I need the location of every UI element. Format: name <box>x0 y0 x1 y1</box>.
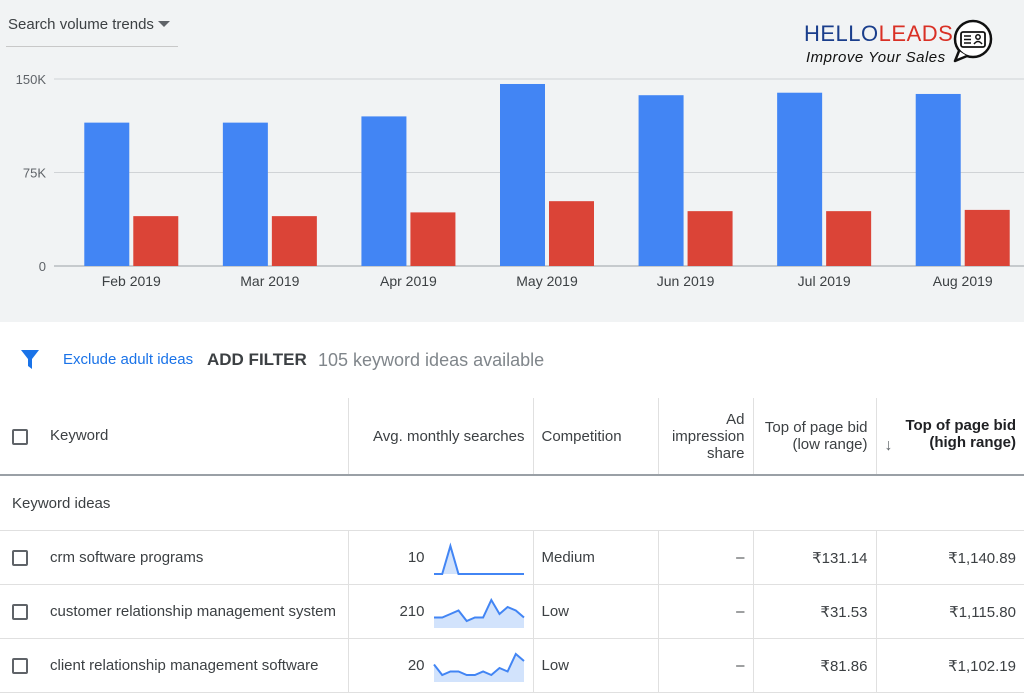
keyword-cell: customer relationship management system <box>0 584 349 639</box>
avg-searches-cell: 20 <box>348 638 534 693</box>
table-row[interactable]: crm software programs 10 Medium – ₹131.1… <box>0 530 1024 585</box>
x-tick-label: Apr 2019 <box>380 273 437 289</box>
keyword-text: crm software programs <box>50 548 204 566</box>
competition-cell: Low <box>533 584 659 639</box>
logo-brand-part1: HELLO <box>804 21 879 46</box>
select-all-checkbox[interactable] <box>12 428 28 445</box>
search-volume-bar-chart: 0 75K 150K Feb 2019 Mar 2019 Apr 2019 May 2019… <box>16 72 1024 289</box>
avg-searches-cell: 210 <box>348 584 534 639</box>
competition-cell: Low <box>533 638 659 693</box>
group-row: Keyword ideas <box>0 475 1024 531</box>
keyword-ideas-count: 105 keyword ideas available <box>318 350 545 370</box>
filter-bar: Exclude adult ideas ADD FILTER 105 keywo… <box>0 322 1024 398</box>
bar <box>500 83 545 266</box>
top-of-page-bid-high-column-header[interactable]: ↓ Top of page bid (high range) <box>876 398 1024 475</box>
exclude-adult-ideas-link[interactable]: Exclude adult ideas <box>63 351 194 368</box>
row-checkbox[interactable] <box>12 604 28 621</box>
logo-brand-part2: LEADS <box>878 21 954 46</box>
bar <box>964 209 1010 266</box>
avg-searches-value: 10 <box>407 549 425 566</box>
low-bid-cell: ₹131.14 <box>753 530 877 585</box>
y-tick-label: 150K <box>16 72 47 87</box>
low-bid-cell: ₹31.53 <box>753 584 877 639</box>
chevron-down-icon <box>158 21 170 27</box>
keyword-ideas-table: Keyword Avg. monthly searches Competitio… <box>0 398 1024 693</box>
sort-descending-icon[interactable]: ↓ <box>884 437 893 454</box>
bar <box>222 122 268 266</box>
high-bid-cell: ₹1,102.19 <box>948 657 1016 675</box>
ad-impression-share-column-header[interactable]: Ad impression share <box>658 398 754 475</box>
x-tick-label: May 2019 <box>516 273 578 289</box>
trend-selector-label: Search volume trends <box>8 16 154 33</box>
sparkline-area <box>433 545 524 574</box>
table-row[interactable]: client relationship management software … <box>0 638 1024 693</box>
bar <box>84 122 130 266</box>
trend-sparkline <box>433 597 525 628</box>
high-bid-cell: ₹1,140.89 <box>948 549 1016 567</box>
row-checkbox[interactable] <box>12 550 28 567</box>
contact-card-chat-icon <box>953 19 993 63</box>
search-volume-chart-panel: Search volume trends HELLOLEADS Improve … <box>0 0 1024 322</box>
bar <box>410 212 456 266</box>
trend-sparkline <box>432 651 525 682</box>
sparkline-area <box>433 653 524 682</box>
y-tick-label: 75K <box>23 166 46 181</box>
logo-tagline: Improve Your Sales <box>806 49 946 66</box>
avg-searches-value: 210 <box>399 603 425 620</box>
avg-searches-value: 20 <box>407 657 425 674</box>
bar <box>271 216 317 266</box>
sparkline-line <box>433 541 524 575</box>
bar <box>777 92 823 266</box>
filter-icon[interactable] <box>20 349 40 371</box>
bar <box>826 211 872 266</box>
keyword-cell: crm software programs <box>0 530 349 585</box>
keyword-text: client relationship management software <box>50 656 319 674</box>
bar <box>549 201 594 266</box>
logo-brand: HELLOLEADS <box>804 21 953 47</box>
low-bid-cell: ₹81.86 <box>753 638 877 693</box>
keyword-cell: client relationship management software <box>0 638 349 693</box>
bar <box>638 95 684 266</box>
high-bid-cell: ₹1,115.80 <box>949 603 1016 621</box>
bar <box>915 93 961 267</box>
ad-impression-share-cell: – <box>658 530 754 585</box>
avg-monthly-searches-column-header[interactable]: Avg. monthly searches <box>348 398 534 475</box>
trend-selector-dropdown[interactable]: Search volume trends <box>6 12 178 47</box>
x-tick-label: Jul 2019 <box>798 273 851 289</box>
helloleads-logo: HELLOLEADS Improve Your Sales <box>796 18 996 68</box>
ad-impression-share-cell: – <box>658 584 754 639</box>
sparkline-line <box>432 651 525 676</box>
row-checkbox[interactable] <box>12 658 28 675</box>
ad-impression-share-cell: – <box>658 638 754 693</box>
competition-cell: Medium <box>533 530 659 585</box>
competition-column-header[interactable]: Competition <box>533 398 659 475</box>
bar <box>361 116 407 267</box>
x-tick-label: Jun 2019 <box>657 273 715 289</box>
add-filter-button[interactable]: ADD FILTER <box>207 350 307 369</box>
keyword-column-label: Keyword <box>50 427 109 445</box>
y-tick-label: 0 <box>39 259 46 274</box>
x-tick-label: Aug 2019 <box>933 273 993 289</box>
bar <box>687 211 733 266</box>
top-of-page-bid-high-label: Top of page bid (high range) <box>905 417 1016 451</box>
bar <box>133 216 179 266</box>
keyword-column-header[interactable]: Keyword <box>0 398 349 475</box>
top-of-page-bid-low-column-header[interactable]: Top of page bid (low range) <box>753 398 877 475</box>
sparkline-line <box>433 597 525 622</box>
trend-sparkline <box>433 541 524 575</box>
table-row[interactable]: customer relationship management system … <box>0 584 1024 639</box>
keyword-text: customer relationship management system <box>50 602 336 620</box>
table-header-row: Keyword Avg. monthly searches Competitio… <box>0 398 1024 475</box>
avg-searches-cell: 10 <box>348 530 534 585</box>
sparkline-area <box>433 599 524 628</box>
x-tick-label: Mar 2019 <box>240 273 299 289</box>
x-tick-label: Feb 2019 <box>102 273 161 289</box>
keyword-ideas-group-label: Keyword ideas <box>0 475 1024 531</box>
